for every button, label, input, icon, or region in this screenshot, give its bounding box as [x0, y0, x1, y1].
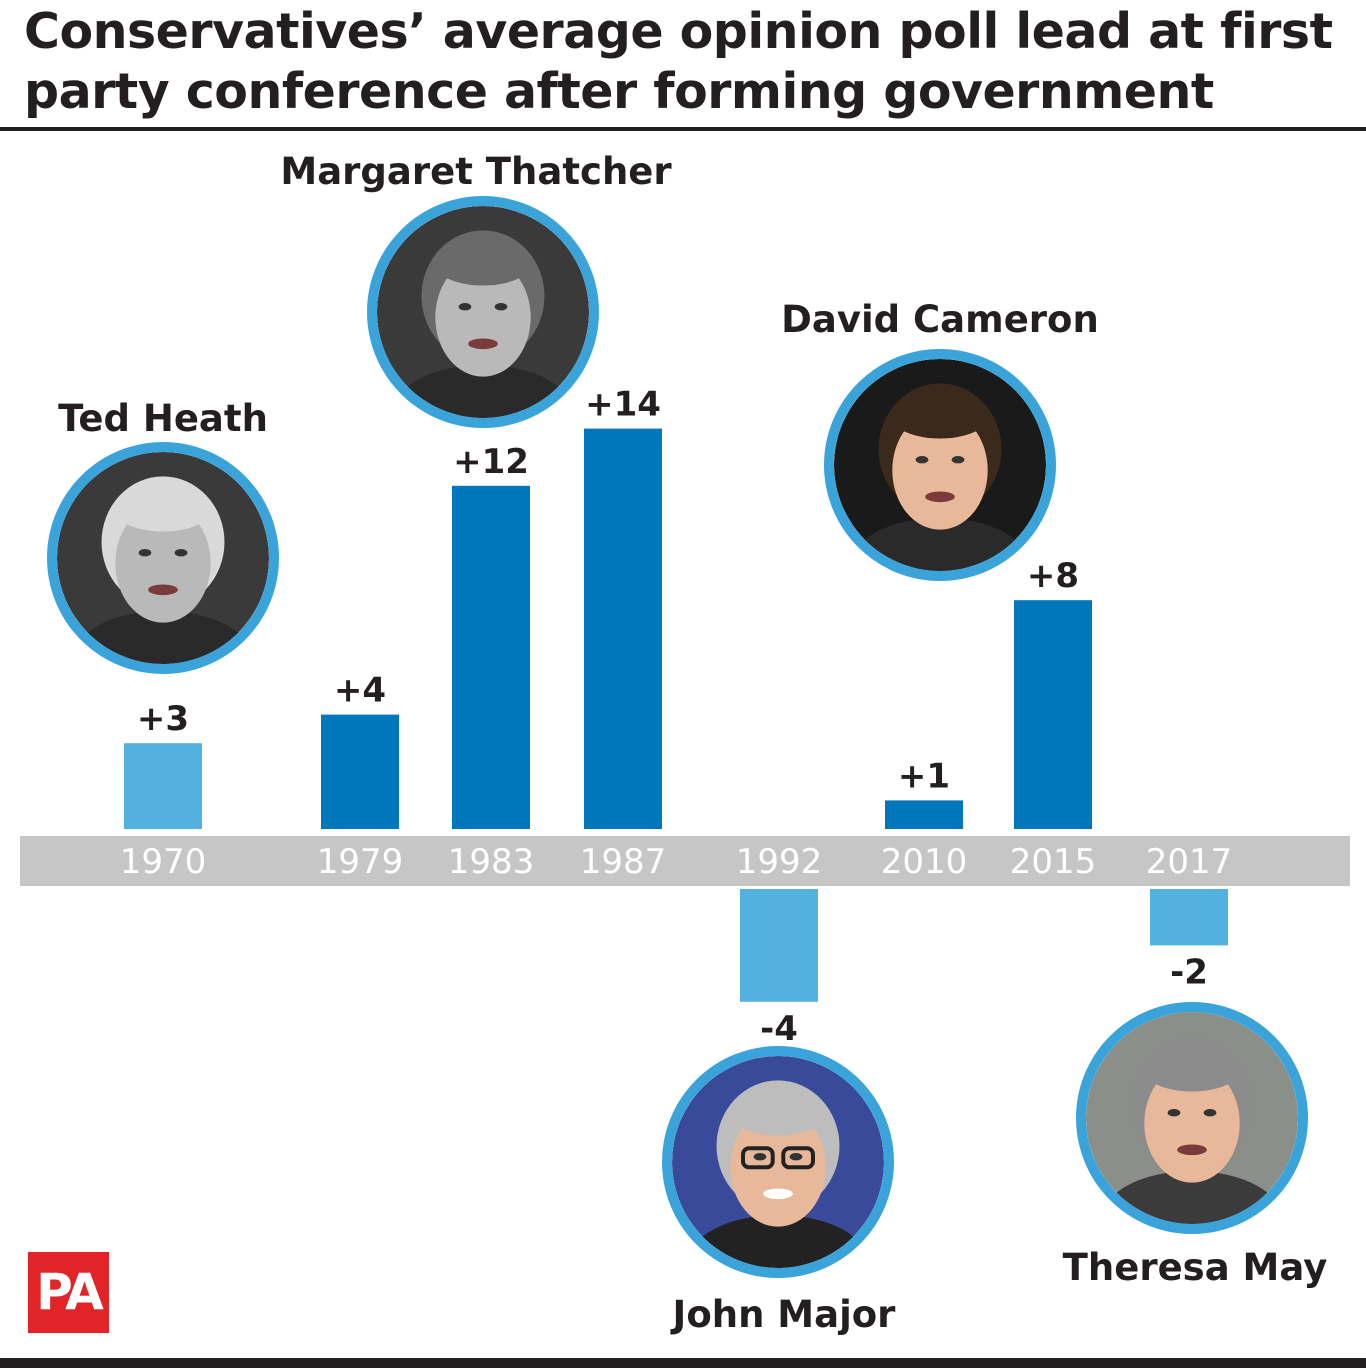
theresa-may-portrait	[1076, 1002, 1308, 1234]
glasses-right-lens	[781, 1146, 815, 1170]
portrait-mouth	[925, 491, 955, 503]
politician-name-label: David Cameron	[781, 298, 1099, 341]
portrait-eye-left	[915, 455, 929, 464]
portrait-eye-right	[789, 1152, 803, 1161]
politician-name-label: Ted Heath	[58, 397, 268, 440]
portrait-eye-right	[951, 455, 965, 464]
value-label-1987: +14	[585, 385, 661, 425]
labels-layer: +3 1970 +4 1979 +12 1983 +14 1987 -4 1992 +1 2010 +8…	[120, 385, 1233, 1049]
portrait-mouth	[1177, 1144, 1207, 1156]
portrait-photo	[834, 359, 1046, 571]
portrait-photo	[1086, 1012, 1298, 1224]
bar-1983	[452, 485, 530, 829]
year-label-1992: 1992	[736, 842, 823, 882]
portrait-eye-right	[1203, 1108, 1217, 1117]
portrait-hair-fringe	[435, 243, 531, 286]
bar-1979	[321, 714, 399, 829]
portrait-photo	[57, 452, 269, 664]
bar-2017	[1150, 889, 1228, 946]
value-label-1970: +3	[137, 699, 189, 739]
value-label-1992: -4	[760, 1009, 798, 1049]
bars-layer	[124, 428, 1228, 1002]
portrait-hair-fringe	[1144, 1049, 1240, 1092]
portrait-ring	[1076, 1002, 1308, 1234]
portrait-face	[730, 1107, 826, 1227]
year-label-1970: 1970	[120, 842, 207, 882]
politician-name-label: Theresa May	[1063, 1246, 1328, 1289]
portrait-face	[892, 410, 988, 530]
chart-title: Conservatives’ average opinion poll lead…	[24, 3, 1333, 120]
portrait-shoulders	[392, 365, 574, 418]
value-label-2017: -2	[1170, 952, 1208, 992]
year-label-1979: 1979	[317, 842, 404, 882]
portrait-eye-left	[753, 1152, 767, 1161]
portrait-shoulders	[72, 611, 254, 664]
portrait-eye-left	[458, 302, 472, 311]
year-label-1987: 1987	[580, 842, 667, 882]
bar-2015	[1014, 600, 1092, 829]
value-label-2015: +8	[1027, 556, 1079, 596]
portrait-eye-left	[1167, 1108, 1181, 1117]
year-label-2015: 2015	[1010, 842, 1097, 882]
portrait-face	[435, 257, 531, 377]
portrait-eye-right	[174, 548, 188, 557]
portrait-photo	[672, 1056, 884, 1268]
bar-2010	[885, 800, 963, 829]
value-label-1979: +4	[334, 671, 386, 711]
portrait-hair-fringe	[892, 396, 988, 439]
bar-1987	[584, 428, 662, 829]
bottom-divider	[0, 1358, 1366, 1368]
portrait-face	[1144, 1063, 1240, 1183]
portrait-photo	[377, 206, 589, 418]
glasses-left-lens	[741, 1146, 775, 1170]
david-cameron-portrait	[824, 349, 1056, 581]
portrait-hair-fringe	[115, 489, 211, 532]
portrait-mouth	[468, 338, 498, 350]
year-label-2017: 2017	[1146, 842, 1233, 882]
value-label-1983: +12	[453, 442, 529, 482]
axis-band	[20, 836, 1350, 886]
politician-name-label: John Major	[670, 1293, 897, 1336]
portrait-mouth	[148, 584, 178, 596]
john-major-portrait	[662, 1046, 894, 1278]
value-label-2010: +1	[898, 756, 950, 796]
pa-logo: PA	[28, 1252, 109, 1333]
portrait-hair-fringe	[730, 1093, 826, 1136]
portrait-ring	[662, 1046, 894, 1278]
politician-name-label: Margaret Thatcher	[280, 150, 672, 193]
portrait-mouth	[763, 1188, 793, 1200]
bar-1992	[740, 889, 818, 1002]
margaret-thatcher-portrait	[367, 196, 599, 428]
year-label-1983: 1983	[448, 842, 535, 882]
portrait-shoulders	[1101, 1171, 1283, 1224]
portrait-ring	[824, 349, 1056, 581]
year-label-2010: 2010	[881, 842, 968, 882]
portraits-layer: Ted Heath Margaret Thatcher John Major Davi…	[47, 150, 1328, 1336]
portrait-eye-right	[494, 302, 508, 311]
portrait-ring	[367, 196, 599, 428]
portrait-shoulders	[849, 518, 1031, 571]
bar-1970	[124, 743, 202, 829]
portrait-shoulders	[687, 1215, 869, 1268]
portrait-face	[115, 503, 211, 623]
ted-heath-portrait	[47, 442, 279, 674]
portrait-eye-left	[138, 548, 152, 557]
title-divider	[0, 127, 1366, 131]
portrait-ring	[47, 442, 279, 674]
